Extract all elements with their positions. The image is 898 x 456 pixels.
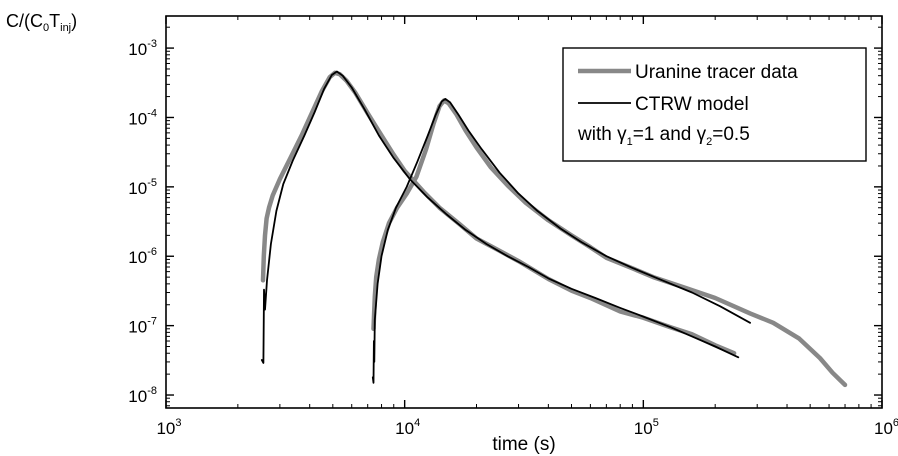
y-axis-label: C/(C0Tinj): [6, 11, 77, 34]
legend-box: [562, 47, 867, 162]
plot-area-frame: [165, 15, 883, 409]
series-line-tracer-1: [371, 98, 848, 388]
legend: Uranine tracer data CTRW model with γ1=1…: [562, 47, 867, 162]
x-axis-label: time (s): [492, 434, 555, 455]
series-layer: [260, 70, 848, 388]
x-tick-label: 104: [395, 417, 420, 438]
x-tick-label: 105: [634, 417, 659, 438]
y-tick-label: 10-6: [128, 246, 157, 267]
y-tick-label: 10-4: [128, 107, 157, 128]
y-tick-label: 10-5: [128, 177, 157, 198]
y-tick-label: 10-8: [128, 385, 157, 406]
legend-note: with γ1=1 and γ2=0.5: [577, 124, 750, 148]
x-tick-label: 103: [156, 417, 181, 438]
legend-label-model: CTRW model: [635, 94, 749, 115]
legend-label-tracer: Uranine tracer data: [635, 62, 798, 83]
series-line-model-3: [371, 98, 751, 384]
x-tick-label: 106: [874, 417, 898, 438]
series-line-tracer-0: [260, 70, 737, 356]
series-line-model-2: [260, 70, 740, 364]
axis-ticks: 103 104 105 106 10-8 10-7 10-6 10-5 10-4 10-3: [128, 16, 898, 438]
y-tick-label: 10-3: [128, 38, 157, 59]
y-tick-label: 10-7: [128, 316, 157, 337]
